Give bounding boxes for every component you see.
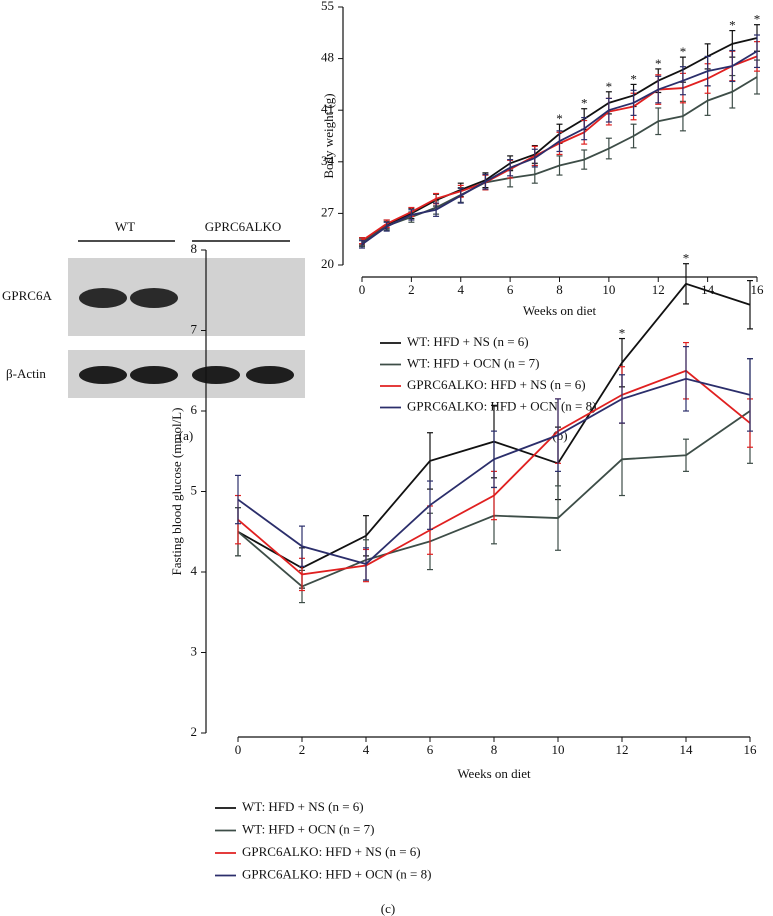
x-axis-label: Weeks on diet xyxy=(523,303,597,318)
band xyxy=(246,366,294,384)
panel-label: (a) xyxy=(179,428,193,443)
significance-mark: * xyxy=(754,12,761,27)
y-tick-label: 3 xyxy=(191,643,198,658)
significance-mark: * xyxy=(630,71,637,86)
x-tick-label: 0 xyxy=(235,742,242,757)
x-tick-label: 6 xyxy=(507,282,514,297)
legend-label: WT: HFD + OCN (n = 7) xyxy=(242,821,374,836)
x-tick-label: 8 xyxy=(556,282,563,297)
group-label: GPRC6ALKO xyxy=(205,219,282,234)
significance-mark: * xyxy=(619,326,626,341)
significance-mark: * xyxy=(729,18,736,33)
band xyxy=(192,366,240,384)
x-tick-label: 14 xyxy=(701,282,715,297)
y-tick-label: 41 xyxy=(321,101,334,116)
x-tick-label: 2 xyxy=(408,282,415,297)
panel-a: WT GPRC6ALKO GPRC6A β-Actin (a) xyxy=(2,219,305,443)
y-tick-label: 34 xyxy=(321,153,335,168)
series-line xyxy=(361,50,758,246)
group-label: WT xyxy=(115,219,135,234)
x-tick-label: 16 xyxy=(744,742,758,757)
legend-label: WT: HFD + NS (n = 6) xyxy=(407,334,529,349)
x-tick-label: 0 xyxy=(359,282,366,297)
series-line xyxy=(237,377,751,565)
y-tick-label: 48 xyxy=(321,50,334,65)
legend-label: GPRC6ALKO: HFD + NS (n = 6) xyxy=(242,844,421,859)
y-tick-label: 20 xyxy=(321,256,334,271)
series-line xyxy=(237,369,751,576)
legend-label: GPRC6ALKO: HFD + OCN (n = 8) xyxy=(242,866,431,881)
significance-mark: * xyxy=(581,96,588,111)
legend-label: GPRC6ALKO: HFD + NS (n = 6) xyxy=(407,377,586,392)
y-axis-label: Fasting blood glucose (mmol/L) xyxy=(169,408,184,576)
y-tick-label: 2 xyxy=(191,724,198,739)
x-tick-label: 16 xyxy=(751,282,765,297)
x-tick-label: 4 xyxy=(363,742,370,757)
y-axis-label: Body weight (g) xyxy=(321,93,336,178)
significance-mark: * xyxy=(556,111,563,126)
significance-mark: * xyxy=(680,44,687,59)
x-tick-label: 10 xyxy=(552,742,565,757)
significance-mark: * xyxy=(606,79,613,94)
legend-label: WT: HFD + NS (n = 6) xyxy=(242,799,364,814)
y-tick-label: 6 xyxy=(191,402,198,417)
x-axis-label: Weeks on diet xyxy=(457,766,531,781)
legend-label: WT: HFD + OCN (n = 7) xyxy=(407,355,539,370)
band xyxy=(79,366,127,384)
x-tick-label: 12 xyxy=(616,742,629,757)
y-tick-label: 8 xyxy=(191,241,198,256)
panel-label: (c) xyxy=(381,901,395,916)
band xyxy=(79,288,127,308)
legend-label: GPRC6ALKO: HFD + OCN (n = 8) xyxy=(407,398,596,413)
y-tick-label: 7 xyxy=(191,321,198,336)
x-tick-label: 4 xyxy=(458,282,465,297)
y-tick-label: 27 xyxy=(321,204,335,219)
row-label: β-Actin xyxy=(6,366,46,381)
row-label: GPRC6A xyxy=(2,288,52,303)
x-tick-label: 10 xyxy=(602,282,615,297)
x-tick-label: 8 xyxy=(491,742,498,757)
y-tick-label: 5 xyxy=(191,482,198,497)
x-tick-label: 14 xyxy=(680,742,694,757)
y-tick-label: 55 xyxy=(321,0,334,13)
band xyxy=(130,366,178,384)
x-tick-label: 6 xyxy=(427,742,434,757)
x-tick-label: 12 xyxy=(652,282,665,297)
significance-mark: * xyxy=(655,56,662,71)
band xyxy=(130,288,178,308)
y-tick-label: 4 xyxy=(191,563,198,578)
significance-mark: * xyxy=(683,251,690,266)
x-tick-label: 2 xyxy=(299,742,306,757)
